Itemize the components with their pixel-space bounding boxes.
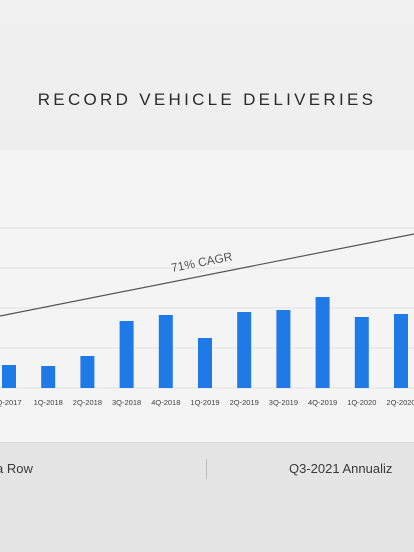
footer-bar: a Row Q3-2021 Annualiz: [0, 443, 414, 552]
x-tick-label: 2Q-2018: [73, 398, 102, 407]
x-tick-label: 3Q-2019: [269, 398, 298, 407]
footer-separator: [206, 459, 207, 479]
x-tick-label: 4Q-2019: [308, 398, 337, 407]
bar-4Q-2019: [315, 297, 330, 388]
bar-chart: Q-2017 1Q-2018 2Q-2018 3Q-2018 4Q-2018 1Q-201…: [0, 227, 414, 407]
chart-area: Q-2017 1Q-2018 2Q-2018 3Q-2018 4Q-2018 1Q-201…: [0, 150, 414, 442]
footer-left-label: a Row: [0, 461, 33, 476]
bar-2Q-2019: [237, 312, 252, 388]
x-tick-label: 2Q-2020: [386, 398, 414, 407]
bar-2Q-2018: [80, 356, 95, 388]
chart-title: RECORD VEHICLE DELIVERIES: [37, 90, 377, 109]
x-tick-label: 4Q-2018: [151, 398, 180, 407]
divider: [0, 442, 414, 443]
bar-1Q-2020: [354, 317, 369, 388]
bar-1Q-2019: [198, 338, 212, 388]
bar-2Q-2020: [394, 314, 408, 388]
x-tick-label: 2Q-2019: [230, 398, 259, 407]
bar-4Q-2018: [158, 315, 173, 388]
cagr-trend-line: [0, 233, 414, 317]
slide-header-area: RECORD VEHICLE DELIVERIES: [0, 0, 414, 150]
x-tick-label: 1Q-2020: [347, 398, 376, 407]
footer-right-label: Q3-2021 Annualiz: [289, 461, 393, 476]
bar-3Q-2018: [119, 321, 134, 388]
bar-3Q-2019: [276, 310, 291, 388]
bar-4Q-2017: [2, 365, 16, 388]
x-tick-label: 3Q-2018: [112, 398, 141, 407]
x-tick-label: Q-2017: [0, 398, 22, 407]
x-tick-label: 1Q-2018: [34, 398, 63, 407]
bar-1Q-2018: [41, 366, 56, 388]
x-tick-label: 1Q-2019: [190, 398, 219, 407]
